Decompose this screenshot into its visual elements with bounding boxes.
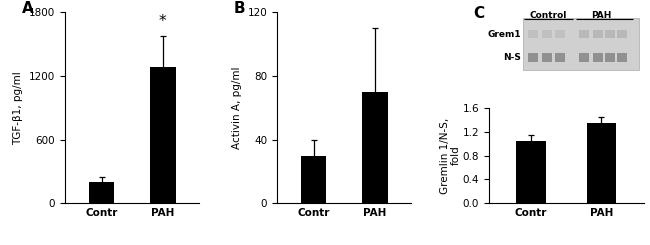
Bar [541,30,552,38]
Bar [541,53,552,62]
Bar [605,53,615,62]
Bar [555,30,566,38]
Text: Grem1: Grem1 [488,30,521,39]
Bar [528,30,538,38]
Bar [578,30,589,38]
Bar [578,53,589,62]
Y-axis label: Activin A, pg/ml: Activin A, pg/ml [232,67,242,149]
Bar [150,67,176,203]
Text: Control: Control [530,12,567,21]
Bar [618,53,627,62]
Bar [555,53,566,62]
Bar [516,141,546,203]
Text: A: A [22,1,34,16]
Bar [523,18,639,70]
Text: C: C [473,6,485,21]
Text: B: B [234,1,246,16]
Bar [362,92,387,203]
Bar [593,53,603,62]
Text: N-S: N-S [504,53,521,62]
Bar [593,30,603,38]
Y-axis label: Gremlin 1/N-S,
fold: Gremlin 1/N-S, fold [439,118,462,194]
Bar [89,182,114,203]
Bar [605,30,615,38]
Bar [301,156,326,203]
Y-axis label: TGF-β1, pg/ml: TGF-β1, pg/ml [14,71,23,145]
Bar [618,30,627,38]
Bar [586,123,616,203]
Text: *: * [159,14,166,29]
Bar [528,53,538,62]
Text: PAH: PAH [592,12,612,21]
